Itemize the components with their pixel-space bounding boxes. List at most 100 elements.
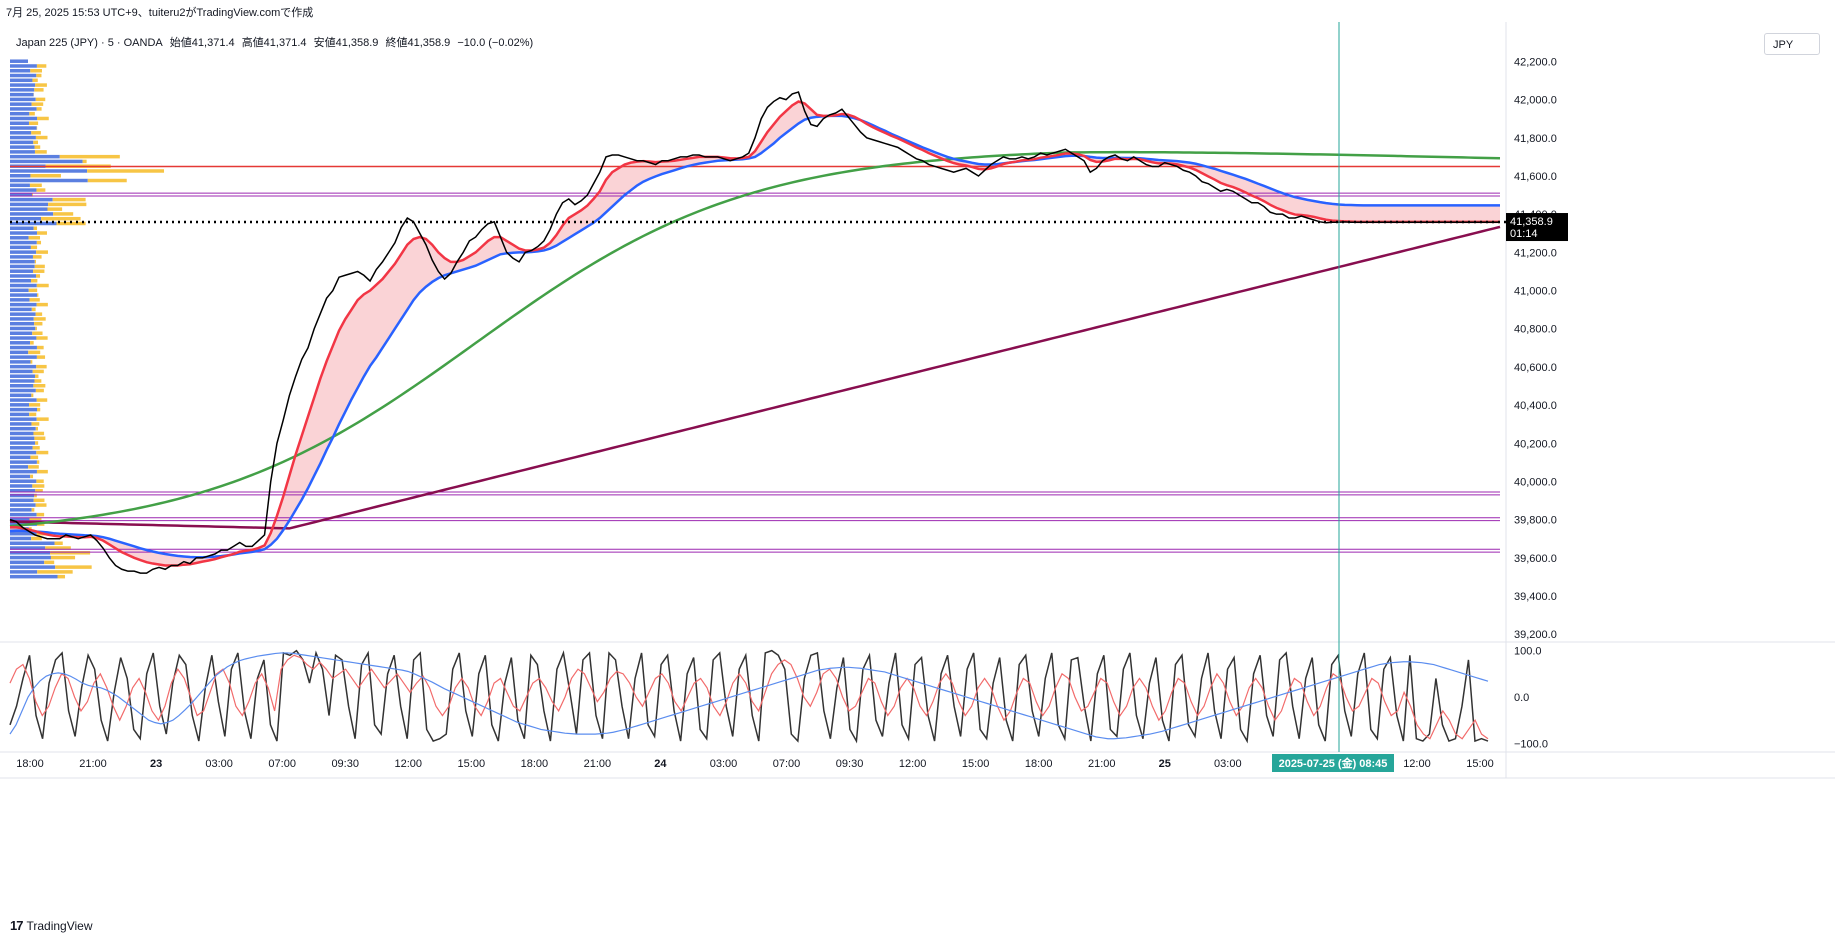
volume-bar-up <box>10 174 31 178</box>
volume-bar-down <box>47 207 63 211</box>
x-tick-label: 23 <box>150 758 162 770</box>
open-value: 始値41,371.4 <box>169 37 235 49</box>
volume-bar-up <box>10 145 35 149</box>
symbol-legend[interactable]: Japan 225 (JPY) · 5 · OANDA 始値41,371.4 高… <box>16 34 537 50</box>
volume-bar-down <box>32 369 44 374</box>
currency-button[interactable]: JPY <box>1764 33 1820 55</box>
volume-bar-down <box>87 178 127 183</box>
high-value: 高値41,371.4 <box>241 37 307 49</box>
x-tick-label: 03:00 <box>1214 758 1242 770</box>
volume-bar-up <box>10 431 34 436</box>
y-tick-label: 39,800.0 <box>1514 515 1557 527</box>
volume-bar-up <box>10 450 37 455</box>
volume-bar-up <box>10 264 35 269</box>
volume-bar-down <box>30 341 34 345</box>
x-tick-label: 24 <box>654 758 667 770</box>
volume-bar-down <box>36 364 47 369</box>
volume-bar-up <box>10 131 32 135</box>
volume-bar-up <box>10 345 37 350</box>
x-tick-label: 15:00 <box>962 758 990 770</box>
y-tick-label: 42,200.0 <box>1514 56 1557 68</box>
x-tick-label: 18:00 <box>521 758 549 770</box>
volume-bar-down <box>29 403 41 407</box>
volume-bar-up <box>10 302 37 307</box>
volume-bar-up <box>10 484 33 488</box>
volume-bar-up <box>10 169 88 173</box>
footer-branding[interactable]: 17 TradingView <box>10 918 93 933</box>
volume-bar-down <box>36 469 48 474</box>
volume-bar-up <box>10 364 37 369</box>
volume-bar-up <box>10 398 37 402</box>
volume-bar-up <box>10 245 31 250</box>
volume-bar-down <box>35 312 43 316</box>
volume-bar-up <box>10 555 51 560</box>
volume-bar-down <box>35 97 46 102</box>
volume-bar-up <box>10 193 33 197</box>
price-tag-countdown: 01:14 <box>1510 228 1538 240</box>
volume-bar-down <box>50 555 76 560</box>
volume-bar-up <box>10 498 34 503</box>
osc-fast-line <box>9 649 1489 744</box>
volume-bar-up <box>10 255 33 259</box>
osc-slow-line <box>9 652 1489 740</box>
volume-bar-up <box>10 283 37 288</box>
x-tick-label: 07:00 <box>268 758 296 770</box>
volume-bar-down <box>48 202 87 207</box>
volume-bar-up <box>10 517 30 522</box>
x-tick-label: 15:00 <box>1466 758 1494 770</box>
volume-bar-down <box>36 460 40 464</box>
volume-bar-up <box>10 159 83 164</box>
volume-bar-up <box>10 546 46 550</box>
volume-bar-up <box>10 536 32 541</box>
volume-bar-down <box>31 393 34 398</box>
volume-bar-down <box>35 503 47 507</box>
volume-bar-down <box>37 570 73 574</box>
volume-bar-down <box>29 183 42 188</box>
volume-bar-down <box>52 197 86 202</box>
x-tick-label: 18:00 <box>1025 758 1053 770</box>
volume-bar-down <box>34 436 46 440</box>
y-tick-label: 40,000.0 <box>1514 476 1557 488</box>
volume-bar-down <box>53 212 74 216</box>
crosshair-label: 2025-07-25 (金) 08:45 <box>1279 756 1388 770</box>
volume-bar-down <box>34 145 41 149</box>
volume-bar-up <box>10 446 33 450</box>
volume-bar-down <box>31 508 35 512</box>
symbol-name[interactable]: Japan 225 (JPY) · 5 · OANDA <box>16 37 163 49</box>
osc-y-tick-label: 0.0 <box>1514 692 1529 704</box>
volume-bar-down <box>45 546 71 550</box>
volume-bar-down <box>35 83 47 87</box>
volume-bar-down <box>28 288 38 293</box>
y-tick-label: 40,200.0 <box>1514 438 1557 450</box>
volume-bar-down <box>33 384 46 388</box>
volume-bar-down <box>30 174 61 178</box>
volume-bar-down <box>28 236 41 240</box>
x-tick-label: 09:30 <box>836 758 864 770</box>
volume-bar-up <box>10 541 55 545</box>
volume-bar-up <box>10 121 29 125</box>
x-tick-label: 25 <box>1159 758 1171 770</box>
volume-bar-up <box>10 212 54 216</box>
x-tick-label: 03:00 <box>205 758 233 770</box>
osc-y-tick-label: 100.0 <box>1514 646 1542 658</box>
volume-bar-down <box>32 446 40 450</box>
volume-bar-down <box>36 355 46 359</box>
volume-bar-down <box>29 111 35 116</box>
volume-bar-down <box>36 188 46 192</box>
volume-bar-up <box>10 508 32 512</box>
volume-bar-down <box>33 226 38 230</box>
price-line <box>9 91 1500 574</box>
volume-bar-up <box>10 298 30 302</box>
volume-bar-down <box>31 102 44 106</box>
y-tick-label: 41,200.0 <box>1514 247 1557 259</box>
volume-bar-down <box>36 274 41 278</box>
volume-bar-down <box>59 154 120 159</box>
ema-fast-line <box>10 100 1500 567</box>
x-tick-label: 21:00 <box>1088 758 1116 770</box>
volume-bar-up <box>10 374 36 378</box>
volume-bar-down <box>35 426 38 431</box>
volume-bar-down <box>29 517 42 522</box>
volume-bar-up <box>10 436 35 440</box>
volume-bar-down <box>34 493 37 498</box>
